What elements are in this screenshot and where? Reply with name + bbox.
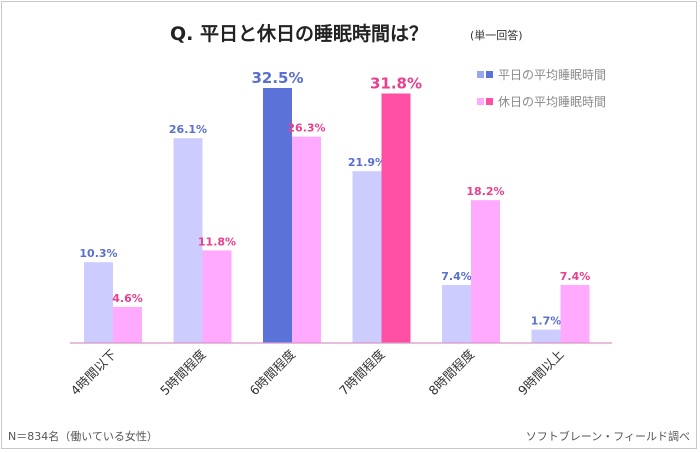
weekday-bar-6 <box>531 329 561 343</box>
sample-size-note: N＝834名（働いている女性） <box>8 429 158 443</box>
weekday-data-label-6: 1.7% <box>531 315 562 328</box>
weekday-bar-2 <box>173 138 203 343</box>
holiday-data-label-6: 7.4% <box>560 270 591 283</box>
holiday-bar-4 <box>381 93 411 343</box>
weekday-data-label-3: 32.5% <box>251 69 303 87</box>
weekday-data-label-5: 7.4% <box>441 270 472 283</box>
x-axis-tick-labels: 4時間以下 5時間程度 6時間程度 7時間程度 8時間程度 9時間以上 <box>68 346 567 398</box>
chart-title-main: Q. 平日と休日の睡眠時間は？ <box>170 23 428 45</box>
x-tick-label-6: 9時間以上 <box>515 347 567 399</box>
legend: 平日の平均睡眠時間 休日の平均睡眠時間 <box>477 68 606 109</box>
legend-swatch-holiday-light <box>477 98 484 105</box>
weekday-bar-3 <box>263 88 292 343</box>
chart-title: Q. 平日と休日の睡眠時間は？ (単一回答) <box>170 23 523 45</box>
weekday-bar-1 <box>84 262 113 343</box>
legend-swatch-weekday-light <box>477 71 484 78</box>
legend-swatch-weekday-dark <box>486 71 493 78</box>
holiday-bar-6 <box>560 284 590 343</box>
source-note: ソフトブレーン・フィールド調べ <box>526 429 690 443</box>
holiday-data-label-4: 31.8% <box>370 74 422 92</box>
plot-area: 10.3% 4.6% 26.1% 11.8% 32.5% 26.3% 21.9% 31.8% 7… <box>79 69 590 343</box>
x-tick-label-3: 6時間程度 <box>247 346 299 398</box>
chart-title-sub: (単一回答) <box>470 28 523 42</box>
weekday-data-label-4: 21.9% <box>348 156 386 169</box>
holiday-data-label-1: 4.6% <box>112 292 143 305</box>
x-tick-label-1: 4時間以下 <box>68 347 120 399</box>
legend-swatch-holiday-dark <box>486 98 493 105</box>
weekday-bar-5 <box>442 284 471 343</box>
weekday-bar-4 <box>352 171 382 343</box>
legend-label-weekday: 平日の平均睡眠時間 <box>498 68 606 82</box>
weekday-data-label-2: 26.1% <box>169 123 207 136</box>
x-tick-label-2: 5時間程度 <box>157 346 209 398</box>
holiday-bar-2 <box>202 250 232 343</box>
holiday-bar-3 <box>292 136 321 343</box>
x-tick-label-5: 8時間程度 <box>426 346 478 398</box>
holiday-data-label-5: 18.2% <box>466 185 504 198</box>
footer: N＝834名（働いている女性） ソフトブレーン・フィールド調べ <box>8 429 690 443</box>
holiday-data-label-2: 11.8% <box>198 235 236 248</box>
holiday-bar-1 <box>113 306 142 343</box>
holiday-data-label-3: 26.3% <box>287 122 325 135</box>
weekday-data-label-1: 10.3% <box>79 247 117 260</box>
holiday-bar-5 <box>471 200 500 343</box>
legend-label-holiday: 休日の平均睡眠時間 <box>498 95 606 109</box>
x-tick-label-4: 7時間程度 <box>336 346 388 398</box>
